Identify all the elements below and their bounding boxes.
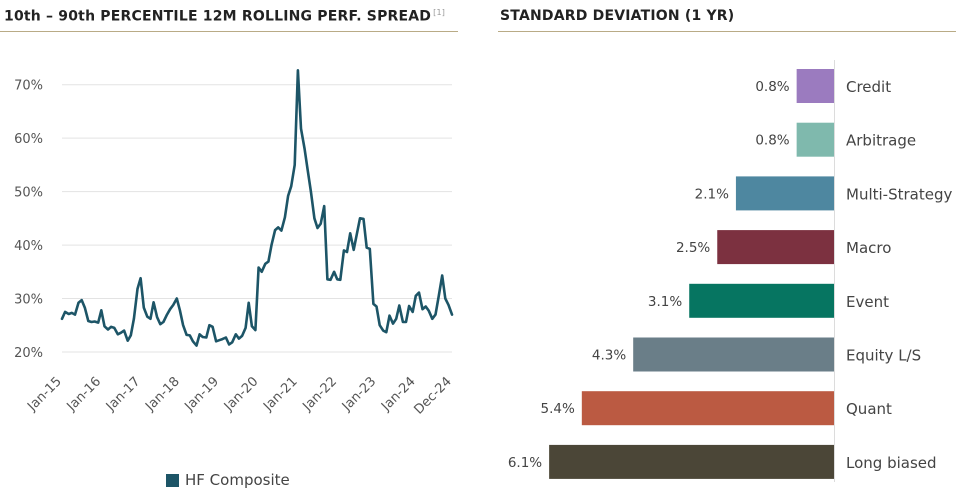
x-tick-label: Jan-21 <box>260 374 301 415</box>
bar-value-label: 0.8% <box>755 133 789 149</box>
bar-category-label: Event <box>846 293 889 311</box>
stdev-chart-panel: STANDARD DEVIATION (1 YR) 0.8% Credit 0.8%… <box>498 0 960 493</box>
spread-chart-title: 10th – 90th PERCENTILE 12M ROLLING PERF.… <box>4 8 445 25</box>
bar-category-label: Arbitrage <box>846 132 916 150</box>
bar-value-label: 4.3% <box>592 348 626 364</box>
bar <box>549 444 834 479</box>
stdev-chart-title: STANDARD DEVIATION (1 YR) <box>500 8 735 24</box>
bar-value-label: 2.1% <box>695 186 729 202</box>
series-line-hf-composite <box>60 69 454 347</box>
spread-line-chart: 20%30%40%50%60%70%Jan-15 Jan-16 Jan-17 Jan-… <box>14 69 455 418</box>
bar-value-label: 5.4% <box>541 401 575 417</box>
spread-chart-panel: 10th – 90th PERCENTILE 12M ROLLING PERF.… <box>0 0 460 493</box>
bar-category-label: Quant <box>846 400 892 418</box>
x-tick-label: Jan-18 <box>142 374 183 415</box>
spread-chart-title-text: 10th – 90th PERCENTILE 12M ROLLING PERF.… <box>4 8 432 25</box>
bar <box>796 69 834 103</box>
stdev-chart-title-rule <box>498 31 956 32</box>
x-tick-label: Jan-17 <box>103 374 144 415</box>
y-tick-label: 30% <box>14 293 43 308</box>
x-tick-label: Jan-23 <box>339 374 380 415</box>
x-tick-label: Jan-20 <box>221 374 262 415</box>
bar-value-label: 2.5% <box>676 240 710 256</box>
legend-swatch-hf-composite <box>166 473 179 487</box>
x-tick-label: Jan-16 <box>64 374 105 415</box>
y-tick-label: 40% <box>14 239 43 254</box>
bar <box>689 283 834 318</box>
line-chart-legend: HF Composite <box>166 471 290 489</box>
y-tick-label: 60% <box>14 132 43 147</box>
bar-category-label: Long biased <box>846 454 937 472</box>
y-tick-label: 50% <box>14 186 43 201</box>
y-tick-label: 70% <box>14 79 43 94</box>
legend-label-hf-composite: HF Composite <box>185 471 290 489</box>
bar <box>796 122 834 157</box>
bar <box>633 337 834 372</box>
bar <box>581 391 834 426</box>
x-tick-label: Jan-22 <box>300 374 341 415</box>
x-tick-label: Jan-19 <box>182 374 223 415</box>
bar-category-label: Equity L/S <box>846 347 921 365</box>
spread-chart-title-rule <box>0 31 458 32</box>
bar-category-label: Multi-Strategy <box>846 185 952 203</box>
stdev-bar-chart: 0.8% Credit 0.8% Arbitrage 2.1% Multi-Strateg… <box>508 60 952 482</box>
bar-value-label: 0.8% <box>755 79 789 95</box>
x-tick-label: Jan-15 <box>24 374 65 415</box>
bar-category-label: Macro <box>846 239 891 257</box>
x-tick-label: Dec-24 <box>411 374 454 417</box>
bar <box>717 230 834 265</box>
footnote-marker[interactable]: [1] <box>433 8 446 17</box>
bar <box>735 176 834 211</box>
bar-value-label: 6.1% <box>508 455 542 471</box>
bar-value-label: 3.1% <box>648 294 682 310</box>
y-tick-label: 20% <box>14 346 43 361</box>
bar-category-label: Credit <box>846 78 891 96</box>
